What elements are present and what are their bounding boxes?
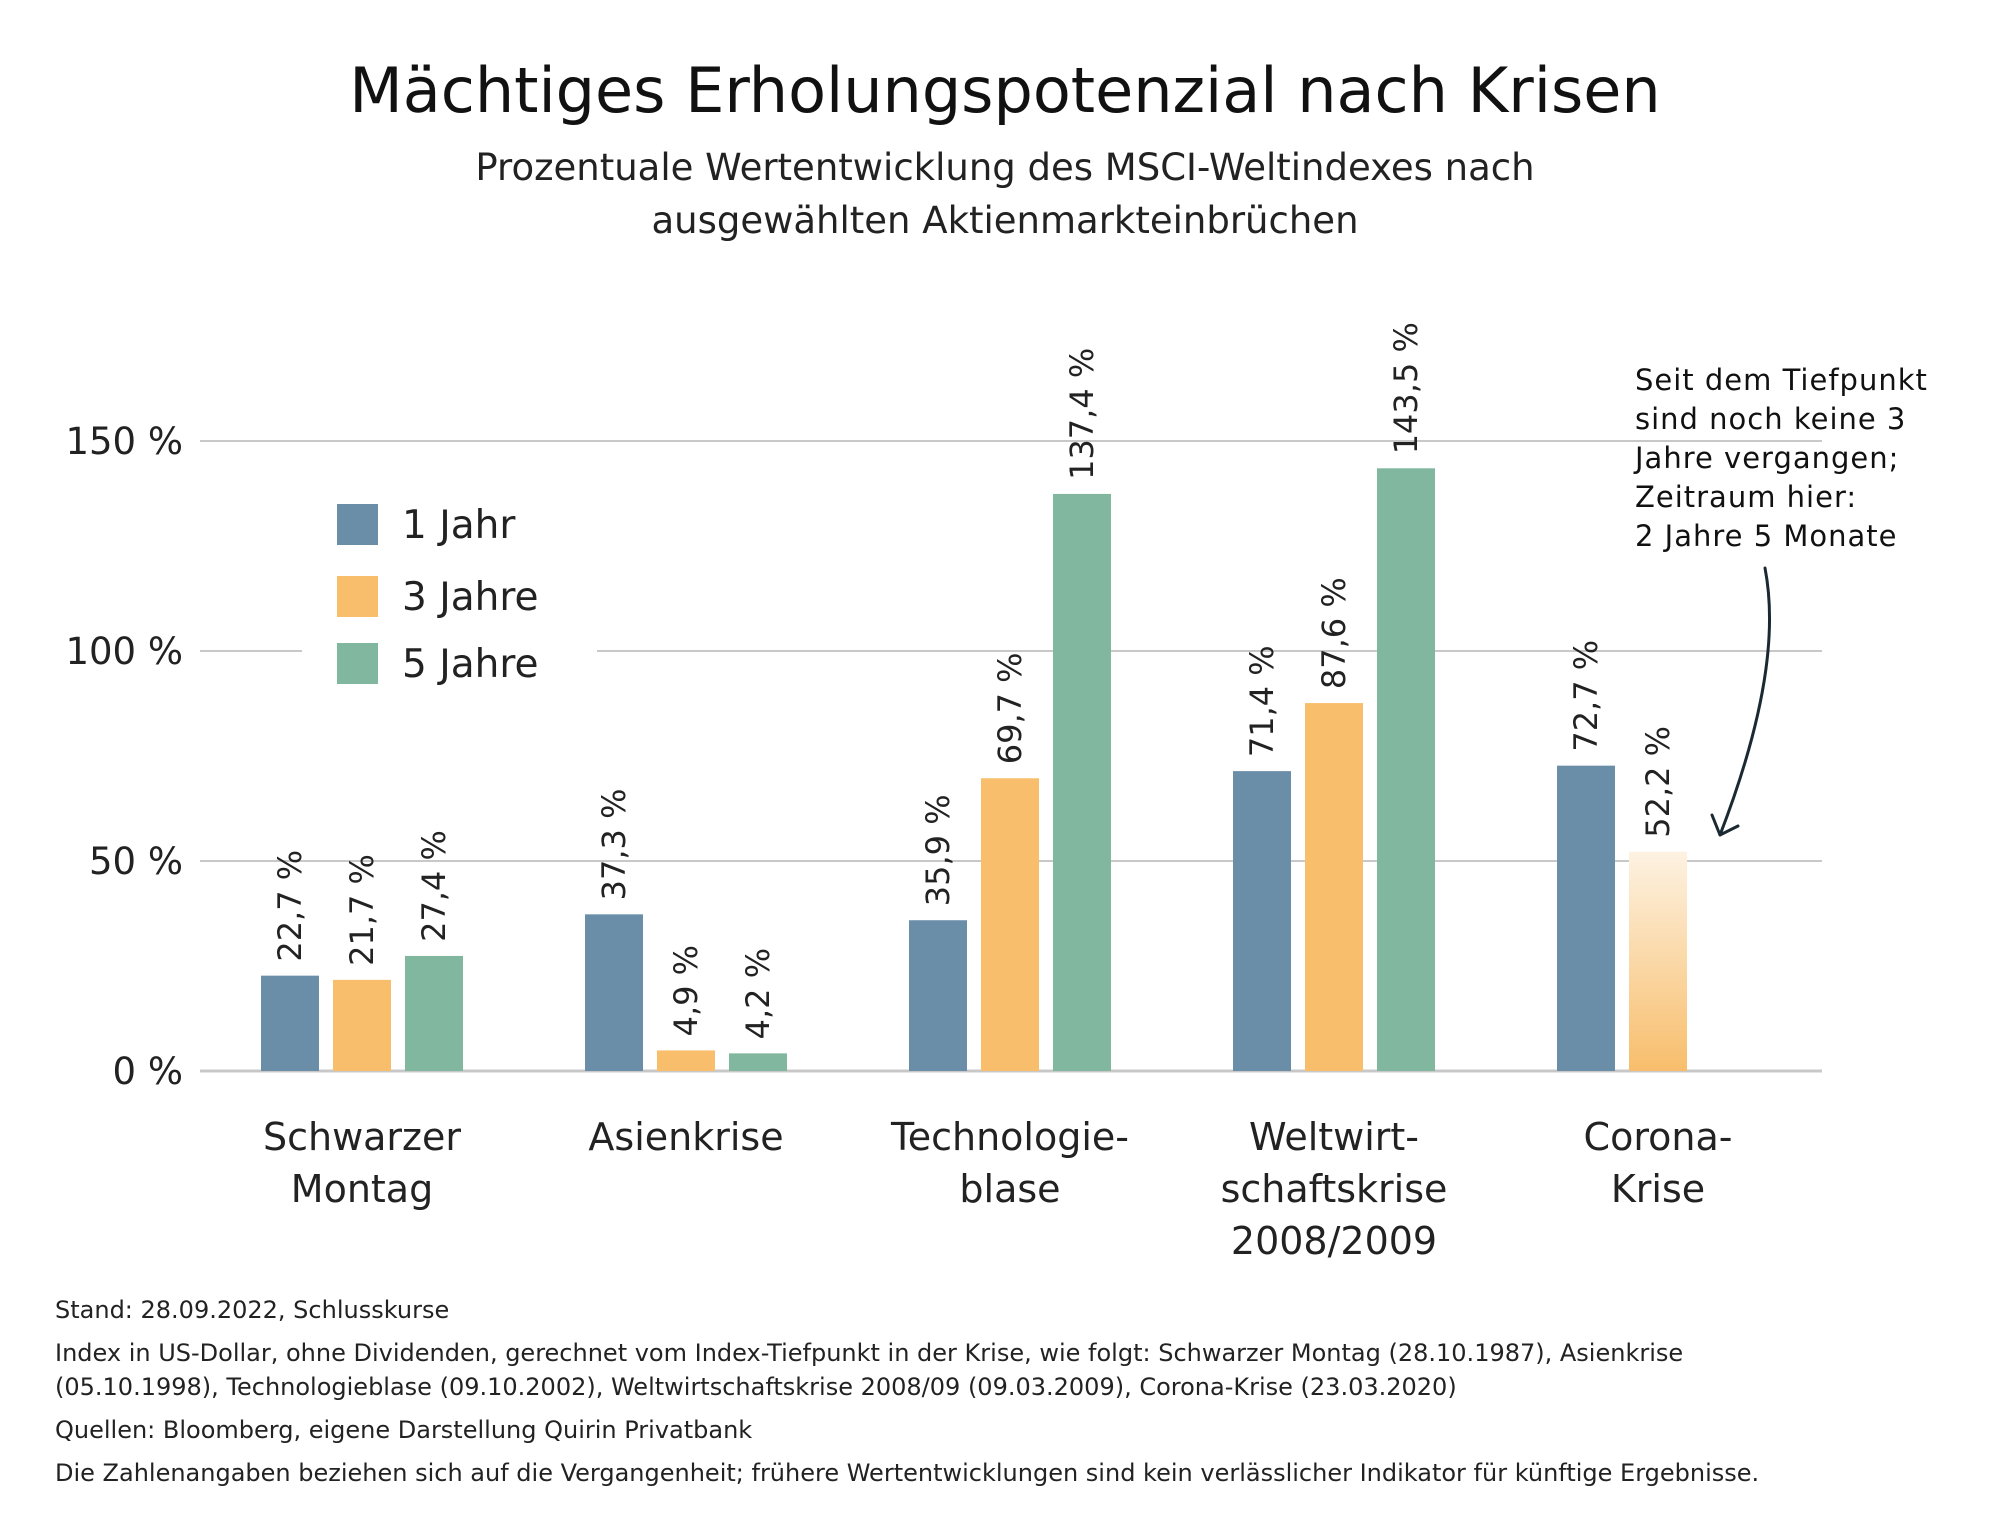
bar-1-jahr-2 [909, 920, 967, 1071]
bar-3-jahre-4 [1629, 851, 1687, 1071]
bar-3-jahre-2 [981, 778, 1039, 1071]
category-label: blase [959, 1167, 1060, 1211]
legend: 1 Jahr 3 Jahre 5 Jahre [337, 503, 539, 687]
bar-5-jahre-1 [729, 1053, 787, 1071]
y-axis-ticks: 0 % 50 % 100 % 150 % [65, 420, 183, 1093]
annotation-line-4: Zeitraum hier: [1635, 480, 1857, 514]
value-label: 143,5 % [1387, 322, 1425, 454]
chart-subtitle-line-1: Prozentuale Wertentwicklung des MSCI-Wel… [475, 146, 1534, 189]
legend-swatch-1-jahr [337, 504, 378, 545]
y-tick-label: 50 % [89, 840, 183, 883]
bar-1-jahr-1 [585, 914, 643, 1071]
y-tick-label: 150 % [65, 420, 183, 463]
chart-title: Mächtiges Erholungspotenzial nach Krisen [349, 54, 1660, 127]
annotation-arrowhead-icon [1710, 813, 1740, 837]
value-label: 4,2 % [739, 948, 777, 1039]
footnote-disclaimer: Die Zahlenangaben beziehen sich auf die … [55, 1459, 1759, 1487]
footnotes: Stand: 28.09.2022, Schlusskurse Index in… [55, 1296, 1759, 1487]
category-label: Asienkrise [588, 1115, 783, 1159]
bar-5-jahre-3 [1377, 468, 1435, 1071]
value-label: 27,4 % [415, 830, 453, 942]
value-label: 35,9 % [919, 794, 957, 906]
y-tick-label: 100 % [65, 630, 183, 673]
category-label: 2008/2009 [1231, 1219, 1437, 1263]
chart-subtitle-line-2: ausgewählten Aktienmarkteinbrüchen [651, 199, 1358, 242]
annotation: Seit dem Tiefpunkt sind noch keine 3 Jah… [1633, 363, 1928, 837]
legend-swatch-3-jahre [337, 576, 378, 617]
bar-1-jahr-4 [1557, 765, 1615, 1071]
value-label: 52,2 % [1639, 726, 1677, 838]
legend-label-3-jahre: 3 Jahre [402, 575, 539, 620]
bar-3-jahre-0 [333, 979, 391, 1071]
category-label: Weltwirt- [1249, 1115, 1419, 1159]
value-label: 71,4 % [1243, 645, 1281, 757]
value-label: 72,7 % [1567, 640, 1605, 752]
value-label: 22,7 % [271, 850, 309, 962]
value-label: 37,3 % [595, 789, 633, 901]
y-tick-label: 0 % [113, 1050, 183, 1093]
bar-3-jahre-1 [657, 1050, 715, 1071]
annotation-line-3: Jahre vergangen; [1633, 441, 1899, 475]
category-label: Corona- [1584, 1115, 1733, 1159]
bar-5-jahre-2 [1053, 493, 1111, 1071]
annotation-arrow-icon [1718, 566, 1772, 837]
category-labels: Schwarzer Montag Asienkrise Technologie-bla… [263, 1115, 1732, 1263]
value-labels: 22,7 % 37,3 % 35,9 % 71,4 % 72,7 % 21,7 % 4,9 … [271, 322, 1677, 1039]
category-label: Montag [291, 1167, 433, 1211]
value-label: 69,7 % [991, 652, 1029, 764]
value-label: 4,9 % [667, 945, 705, 1036]
annotation-line-1: Seit dem Tiefpunkt [1635, 363, 1928, 397]
bars [261, 468, 1687, 1071]
category-label: schaftskrise [1221, 1167, 1448, 1211]
footnote-index-line-2: (05.10.1998), Technologieblase (09.10.20… [55, 1373, 1457, 1401]
value-label: 87,6 % [1315, 577, 1353, 689]
category-label: Schwarzer [263, 1115, 461, 1159]
annotation-line-2: sind noch keine 3 [1635, 402, 1906, 436]
bar-1-jahr-0 [261, 975, 319, 1071]
value-label: 21,7 % [343, 854, 381, 966]
category-label: Krise [1611, 1167, 1705, 1211]
legend-swatch-5-jahre [337, 643, 378, 684]
footnote-index-line-1: Index in US-Dollar, ohne Dividenden, ger… [55, 1339, 1683, 1367]
annotation-line-5: 2 Jahre 5 Monate [1635, 519, 1898, 553]
footnote-sources: Quellen: Bloomberg, eigene Darstellung Q… [55, 1416, 752, 1444]
footnote-stand: Stand: 28.09.2022, Schlusskurse [55, 1296, 449, 1324]
legend-label-5-jahre: 5 Jahre [402, 642, 539, 687]
bar-3-jahre-3 [1305, 703, 1363, 1071]
value-label: 137,4 % [1063, 348, 1101, 480]
legend-label-1-jahr: 1 Jahr [402, 503, 516, 548]
category-label: Technologie- [890, 1115, 1129, 1159]
bar-5-jahre-0 [405, 955, 463, 1071]
bar-1-jahr-3 [1233, 771, 1291, 1071]
